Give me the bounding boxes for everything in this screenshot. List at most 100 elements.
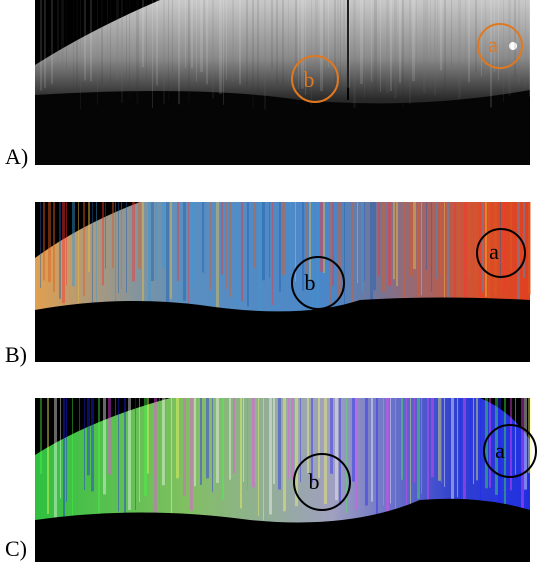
stripe <box>96 202 97 310</box>
stripe <box>482 202 484 292</box>
stripe <box>57 0 59 69</box>
stripe <box>102 202 104 285</box>
stripe <box>300 398 301 482</box>
stripe <box>60 398 61 498</box>
stripe <box>434 0 436 95</box>
stripe <box>142 0 144 67</box>
stripe <box>371 398 373 502</box>
stripe <box>447 202 449 300</box>
stripe <box>374 0 377 93</box>
stripe <box>332 202 334 286</box>
stripe <box>273 398 275 484</box>
stripe <box>437 0 438 87</box>
stripe <box>282 0 284 86</box>
stripe <box>255 398 256 482</box>
stripe <box>233 398 235 473</box>
stripe <box>423 0 426 93</box>
stripe <box>206 398 209 478</box>
stripe <box>171 398 172 513</box>
stripe <box>403 202 406 309</box>
stripe <box>62 202 65 303</box>
stripe <box>421 202 422 295</box>
stripe <box>200 0 203 72</box>
stripe <box>460 398 461 511</box>
stripe <box>87 398 90 475</box>
stripe <box>257 0 259 97</box>
stripe <box>510 202 512 271</box>
stripe <box>421 398 422 494</box>
stripe <box>288 398 289 478</box>
marker-label: a <box>489 239 499 264</box>
stripe <box>399 0 401 83</box>
stripe <box>329 202 331 309</box>
marker-label: b <box>305 270 316 295</box>
stripe <box>163 0 165 104</box>
stripe <box>240 398 242 508</box>
panel-label: C) <box>5 536 27 561</box>
stripe <box>154 398 157 513</box>
stripe <box>188 202 189 303</box>
stripe <box>371 0 372 82</box>
stripe <box>393 202 395 279</box>
stripe <box>458 0 461 99</box>
stripe <box>132 202 135 281</box>
stripe <box>138 202 141 269</box>
stripe <box>451 398 454 510</box>
stripe <box>170 202 172 299</box>
stripe <box>178 0 180 104</box>
stripe <box>291 398 294 479</box>
stripe <box>40 0 42 91</box>
stripe <box>271 0 273 69</box>
stripe <box>417 202 420 301</box>
stripe <box>146 0 147 83</box>
stripe <box>324 398 327 504</box>
stripe <box>139 398 140 502</box>
stripe <box>210 202 211 290</box>
stripe <box>59 202 61 299</box>
stripe <box>72 202 75 286</box>
stripe <box>66 202 67 285</box>
stripe <box>521 398 524 513</box>
stripe <box>115 398 116 511</box>
stripe <box>298 0 299 89</box>
stripe <box>112 202 114 268</box>
stripe <box>500 202 501 279</box>
stripe <box>352 398 355 482</box>
stripe <box>390 398 391 503</box>
stripe <box>147 398 149 474</box>
stripe <box>529 0 532 96</box>
stripe <box>468 202 470 278</box>
stripe <box>451 0 452 66</box>
stripe <box>78 202 79 303</box>
stripe <box>203 0 205 70</box>
stripe <box>162 202 165 268</box>
stripe <box>335 398 338 500</box>
stripe <box>40 202 41 288</box>
stripe <box>410 202 413 276</box>
stripe <box>386 0 389 93</box>
stripe <box>264 0 266 110</box>
stripe <box>110 0 111 84</box>
stripe <box>361 398 362 484</box>
stripe <box>470 398 471 482</box>
stripe <box>262 202 265 280</box>
stripe <box>239 0 241 85</box>
stripe <box>103 398 106 494</box>
stripe <box>183 202 186 301</box>
stripe <box>118 398 119 512</box>
stripe <box>229 202 231 297</box>
stripe <box>191 0 193 68</box>
stripe <box>525 0 526 88</box>
stripe <box>485 202 487 297</box>
stripe <box>166 202 169 311</box>
stripe <box>317 202 319 306</box>
stripe <box>269 398 272 514</box>
stripe <box>197 202 198 275</box>
stripe <box>364 202 365 281</box>
stripe <box>252 398 255 487</box>
stripe <box>330 398 333 474</box>
stripe <box>43 202 45 280</box>
stripe <box>364 0 365 98</box>
stripe <box>524 398 527 490</box>
stripe <box>355 398 358 510</box>
